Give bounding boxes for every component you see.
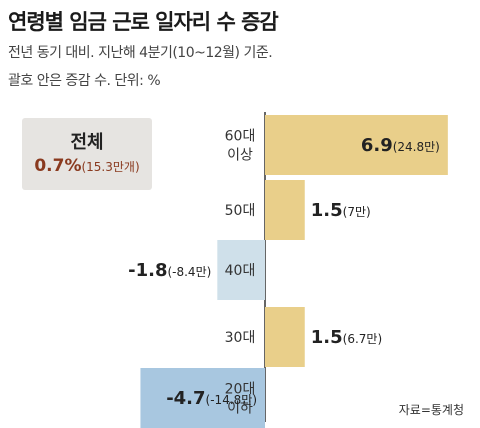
- value-label-4: 1.5(6.7만): [311, 327, 382, 348]
- bar-2: [265, 180, 305, 240]
- bar-3: [217, 240, 265, 300]
- source-note: 자료=통계청: [398, 403, 464, 417]
- bar-4: [265, 307, 305, 367]
- bar-5: [140, 368, 265, 428]
- total-label: 전체: [70, 132, 104, 153]
- total-value: 0.7%: [34, 156, 82, 176]
- subtitle-basis: 전년 동기 대비. 지난해 4분기(10~12월) 기준.: [8, 45, 273, 61]
- value-label-2: 1.5(7만): [311, 200, 371, 221]
- category-label-5-line-1: 20대: [225, 382, 256, 398]
- category-label-1-line-1: 60대: [225, 129, 256, 145]
- value-label-3: -1.8(-8.4만): [128, 260, 211, 281]
- total-count: (15.3만개): [81, 160, 140, 174]
- category-label-1-line-2: 이상: [227, 148, 253, 164]
- chart-title: 연령별 임금 근로 일자리 수 증감: [8, 10, 279, 34]
- total-value-line: 0.7%(15.3만개): [22, 156, 152, 176]
- total-summary-box: 전체 0.7%(15.3만개): [22, 118, 152, 190]
- value-label-1: 6.9(24.8만): [361, 135, 440, 156]
- category-label-5-line-2: 이하: [227, 401, 253, 417]
- value-label-5: -4.7(-14.8만): [166, 388, 257, 409]
- subtitle-unit: 괄호 안은 증감 수. 단위: %: [8, 73, 161, 89]
- category-label-4: 30대: [225, 330, 256, 346]
- category-label-2: 50대: [225, 203, 256, 219]
- bar-1: [265, 115, 448, 175]
- category-label-3: 40대: [225, 263, 256, 279]
